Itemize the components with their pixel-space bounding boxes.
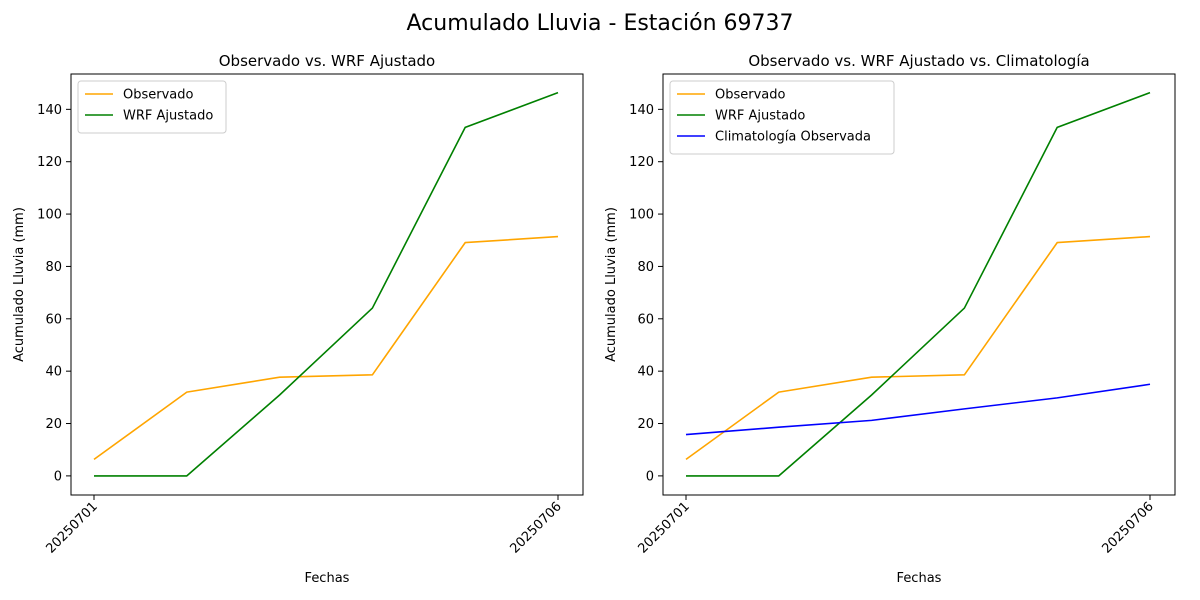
y-tick-label: 80 <box>45 260 62 275</box>
y-tick-label: 20 <box>45 417 62 432</box>
panel-2: Observado vs. WRF Ajustado vs. Climatolo… <box>604 52 1176 586</box>
legend-label: Observado <box>123 88 194 103</box>
x-tick-label: 20250706 <box>507 499 564 556</box>
y-tick-label: 0 <box>54 469 62 484</box>
x-tick-label: 20250701 <box>635 499 692 556</box>
axes-frame <box>70 73 584 496</box>
y-tick-label: 40 <box>637 365 654 380</box>
y-tick-label: 140 <box>629 103 654 118</box>
y-tick-label: 20 <box>637 417 654 432</box>
legend-label: Observado <box>715 88 786 103</box>
legend-box <box>669 80 895 155</box>
y-tick-label: 140 <box>37 103 62 118</box>
legend-label: Climatología Observada <box>715 130 871 145</box>
series-line-climatolog-a-observada <box>685 383 1151 436</box>
legend: Observado WRF Ajustado <box>77 80 227 134</box>
y-tick-label: 120 <box>37 155 62 170</box>
series-line-observado <box>685 235 1151 461</box>
panel-1: Observado vs. WRF Ajustado 0 20 40 60 80 100 12… <box>12 52 584 586</box>
series-line-wrf-ajustado <box>94 91 559 477</box>
legend: Observado WRF Ajustado Climatología Observ… <box>669 80 895 155</box>
x-axis-label: Fechas <box>305 571 350 586</box>
panel-title: Observado vs. WRF Ajustado <box>219 52 435 70</box>
legend-box <box>77 80 227 134</box>
x-tick-label: 20250701 <box>43 499 100 556</box>
axes-frame <box>662 73 1176 496</box>
y-tick-label: 60 <box>45 312 62 327</box>
figure-title: Acumulado Lluvia - Estación 69737 <box>407 11 794 36</box>
legend-label: WRF Ajustado <box>715 109 805 124</box>
x-tick-label: 20250706 <box>1099 499 1156 556</box>
y-axis-label: Acumulado Lluvia (mm) <box>604 207 619 362</box>
y-tick-label: 0 <box>646 469 654 484</box>
series-line-observado <box>93 235 559 461</box>
y-tick-label: 120 <box>629 155 654 170</box>
y-tick-label: 80 <box>637 260 654 275</box>
series-line-wrf-ajustado <box>686 91 1151 477</box>
legend-label: WRF Ajustado <box>123 109 213 124</box>
x-axis-label: Fechas <box>897 571 942 586</box>
y-tick-label: 100 <box>629 208 654 223</box>
y-tick-label: 40 <box>45 365 62 380</box>
y-tick-label: 60 <box>637 312 654 327</box>
panel-title: Observado vs. WRF Ajustado vs. Climatolo… <box>748 52 1089 70</box>
y-axis-label: Acumulado Lluvia (mm) <box>12 207 27 362</box>
y-tick-label: 100 <box>37 208 62 223</box>
